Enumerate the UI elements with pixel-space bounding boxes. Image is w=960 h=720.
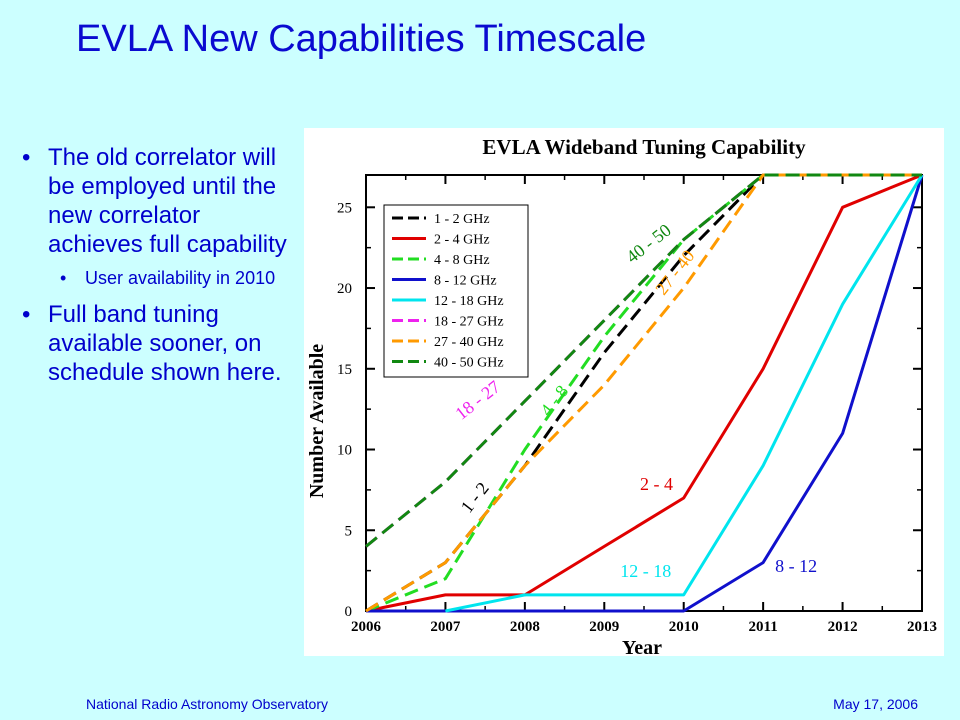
- bullet-dot: •: [22, 301, 31, 328]
- x-tick-label: 2011: [749, 619, 778, 635]
- bullet-text: Full band tuning available sooner, on sc…: [48, 301, 282, 386]
- bullet-text: The old correlator will be employed unti…: [48, 144, 287, 258]
- y-axis-label: Number Available: [306, 344, 328, 498]
- bullet-item: • Full band tuning available sooner, on …: [22, 300, 297, 387]
- slide-title: EVLA New Capabilities Timescale: [76, 18, 647, 60]
- legend: 1 - 2 GHz 2 - 4 GHz 4 - 8 GHz 8 - 12 GHz 12 …: [383, 204, 529, 378]
- chart-title: EVLA Wideband Tuning Capability: [482, 135, 806, 159]
- legend-entry: 8 - 12 GHz: [434, 274, 497, 289]
- series-annotation: 8 - 12: [775, 556, 817, 576]
- x-tick-label: 2010: [669, 619, 699, 635]
- sub-bullet-item: • User availability in 2010: [22, 267, 297, 290]
- series-line-2-4-ghz: [365, 173, 923, 613]
- series-line-40-50-ghz: [365, 173, 922, 548]
- legend-entry: 12 - 18 GHz: [434, 294, 504, 309]
- x-tick-label: 2013: [907, 619, 937, 635]
- bullet-dot: •: [22, 144, 31, 171]
- x-axis-label: Year: [622, 637, 662, 656]
- tuning-chart: EVLA Wideband Tuning Capability 2006 2007…: [306, 135, 937, 659]
- bullet-item: • The old correlator will be employed un…: [22, 143, 297, 259]
- legend-entry: 1 - 2 GHz: [434, 212, 490, 227]
- series-annotation: 18 - 27: [451, 376, 504, 423]
- legend-entry: 40 - 50 GHz: [434, 356, 504, 371]
- y-tick-label: 5: [345, 523, 353, 539]
- bullet-list: • The old correlator will be employed un…: [22, 143, 297, 395]
- y-tick-label: 0: [345, 604, 353, 620]
- series-annotation: 2 - 4: [640, 474, 673, 494]
- series-line-8-12-ghz: [366, 174, 924, 613]
- legend-entry: 27 - 40 GHz: [434, 335, 504, 350]
- legend-box: [383, 204, 529, 378]
- series-annotation: 12 - 18: [620, 561, 671, 581]
- series-annotation: 4 - 8: [536, 381, 572, 419]
- legend-entry: 2 - 4 GHz: [434, 233, 490, 248]
- footer-date: May 17, 2006: [833, 696, 918, 712]
- x-tick-label: 2006: [351, 619, 382, 635]
- legend-entry: 4 - 8 GHz: [434, 253, 490, 268]
- chart-panel: EVLA Wideband Tuning Capability 2006 2007…: [304, 128, 944, 659]
- bullet-dot: •: [60, 268, 67, 288]
- series-line-4-8-ghz: [365, 173, 922, 613]
- legend-entry: 18 - 27 GHz: [434, 315, 504, 330]
- x-tick-label: 2008: [510, 619, 540, 635]
- y-tick-label: 15: [337, 362, 352, 378]
- y-tick-label: 20: [337, 281, 352, 297]
- y-tick-label: 10: [337, 443, 352, 459]
- series-annotation: 27 - 40: [651, 246, 698, 299]
- sub-bullet-text: User availability in 2010: [85, 268, 276, 288]
- x-tick-label: 2007: [430, 619, 461, 635]
- y-tick-label: 25: [337, 200, 352, 216]
- series-line-12-18-ghz: [445, 174, 924, 613]
- footer-organization: National Radio Astronomy Observatory: [86, 696, 328, 712]
- x-tick-label: 2012: [828, 619, 858, 635]
- x-tick-label: 2009: [589, 619, 619, 635]
